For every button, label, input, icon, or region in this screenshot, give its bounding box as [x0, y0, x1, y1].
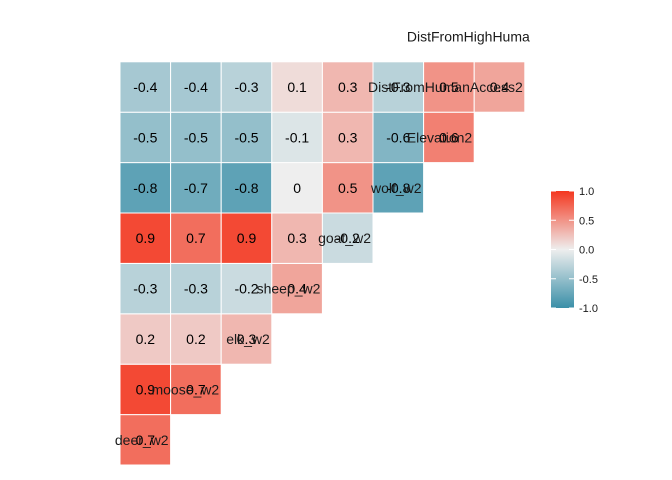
cell-value-label: 0.1	[287, 79, 307, 95]
heatmap-cells	[119, 61, 526, 466]
cell-value-label: 0.9	[237, 230, 257, 246]
cell-value-label: -0.5	[234, 129, 258, 145]
cell-wolf-w2-elk-w2	[220, 212, 273, 264]
cell-value-label: 0.5	[338, 180, 358, 196]
cell-elevation2-deer-w2	[119, 162, 172, 214]
variable-label-deer-w2: deer_w2	[115, 432, 169, 448]
cell-value-label: 0.7	[186, 381, 206, 397]
cell-distfromhighhuma-deer-w2	[119, 61, 172, 113]
variable-label-moose-w2: moose_w2	[151, 381, 219, 397]
cell-value-label: -0.3	[234, 79, 258, 95]
cell-value-label: 0.5	[439, 79, 459, 95]
cell-elevation2-sheep-w2	[271, 162, 323, 214]
cell-value-label: -0.7	[184, 180, 208, 196]
legend-ticks: 1.0 0.5 0.0 -0.5 -1.0	[551, 186, 598, 315]
cell-distfromhumanaccess2-moose-w2	[170, 111, 222, 164]
color-legend: 1.0 0.5 0.0 -0.5 -1.0	[551, 186, 598, 315]
cell-value-label: 0.3	[287, 230, 307, 246]
cell-value-label: -0.4	[184, 79, 208, 95]
cell-distfromhighhuma-distfromhumanaccess2	[473, 61, 526, 113]
cell-distfromhumanaccess2-sheep-w2	[271, 111, 323, 164]
legend-tick-label: 1.0	[579, 186, 594, 198]
cell-value-label: 0.9	[136, 230, 156, 246]
cell-elevation2-elk-w2	[220, 162, 273, 214]
cell-distfromhumanaccess2-elevation2	[423, 111, 475, 164]
legend-tick-label: -0.5	[579, 274, 598, 286]
cell-value-label: -0.4	[133, 79, 157, 95]
cell-value-label: 0.9	[136, 381, 156, 397]
cell-value-label: -0.5	[184, 129, 208, 145]
cell-value-label: -0.8	[133, 180, 157, 196]
cell-value-label: -0.3	[386, 79, 410, 95]
cell-value-label: -0.2	[234, 281, 258, 297]
legend-tick-label: 0.0	[579, 245, 594, 257]
cell-wolf-w2-goat-w2	[321, 212, 374, 264]
cell-elevation2-moose-w2	[170, 162, 222, 214]
cell-distfromhighhuma-elk-w2	[220, 61, 273, 113]
cell-elevation2-goat-w2	[321, 162, 374, 214]
cell-value-label: 0	[293, 180, 301, 196]
legend-colorbar	[551, 191, 574, 308]
variable-label-goat-w2: goat_w2	[318, 230, 371, 246]
cell-value-label: 0.3	[338, 79, 358, 95]
cell-goat-w2-moose-w2	[170, 262, 222, 315]
cell-sheep-w2-elk-w2	[220, 313, 273, 365]
cell-goat-w2-sheep-w2	[271, 262, 323, 315]
cell-goat-w2-deer-w2	[119, 262, 172, 315]
legend-tick-label: -1.0	[579, 303, 598, 315]
cell-value-label: -0.3	[133, 281, 157, 297]
cell-value-label: -0.8	[386, 180, 410, 196]
cell-distfromhighhuma-wolf-w2	[372, 61, 425, 113]
variable-label-wolf-w2: wolf_w2	[370, 180, 422, 196]
cell-moose-w2-deer-w2	[119, 414, 172, 466]
cell-value-label: 0.6	[439, 129, 459, 145]
cell-elevation2-wolf-w2	[372, 162, 425, 214]
cell-value-label: -0.3	[184, 281, 208, 297]
cell-elk-w2-deer-w2	[119, 363, 172, 416]
cell-value-label: -0.8	[234, 180, 258, 196]
cell-value-label: -0.5	[133, 129, 157, 145]
variable-label-sheep-w2: sheep_w2	[257, 281, 321, 297]
cell-distfromhumanaccess2-wolf-w2	[372, 111, 425, 164]
variable-label-elevation2: Elevation2	[407, 129, 473, 145]
cell-goat-w2-elk-w2	[220, 262, 273, 315]
cell-value-label: 0.7	[136, 432, 156, 448]
heatmap-cell-labels: 0.7 0.9 0.7 0.2 0.2 0.3 -0.3 -0.3 -0.2 0.4 0.9 0.7 0…	[133, 79, 509, 448]
variable-label-distfromhighhuma: DistFromHighHuma	[407, 29, 530, 45]
variable-label-elk-w2: elk_w2	[226, 331, 270, 347]
variable-label-distfromhumanaccess2: DistFromHumanAccess2	[368, 79, 523, 95]
cell-value-label: 0.2	[186, 331, 206, 347]
diagonal-variable-labels: deer_w2 moose_w2 elk_w2 sheep_w2 goat_w2 wolf…	[115, 29, 530, 448]
cell-value-label: 0.4	[287, 281, 307, 297]
legend-tick-label: 0.5	[579, 215, 594, 227]
cell-value-label: 0.2	[136, 331, 156, 347]
cell-value-label: 0.7	[186, 230, 206, 246]
cell-value-label: -0.1	[285, 129, 309, 145]
cell-value-label: 0.4	[490, 79, 510, 95]
cell-value-label: 0.3	[237, 331, 257, 347]
cell-value-label: 0.3	[338, 129, 358, 145]
cell-distfromhighhuma-elevation2	[423, 61, 475, 113]
cell-sheep-w2-moose-w2	[170, 313, 222, 365]
cell-value-label: -0.2	[336, 230, 360, 246]
cell-value-label: -0.6	[386, 129, 410, 145]
cell-wolf-w2-moose-w2	[170, 212, 222, 264]
